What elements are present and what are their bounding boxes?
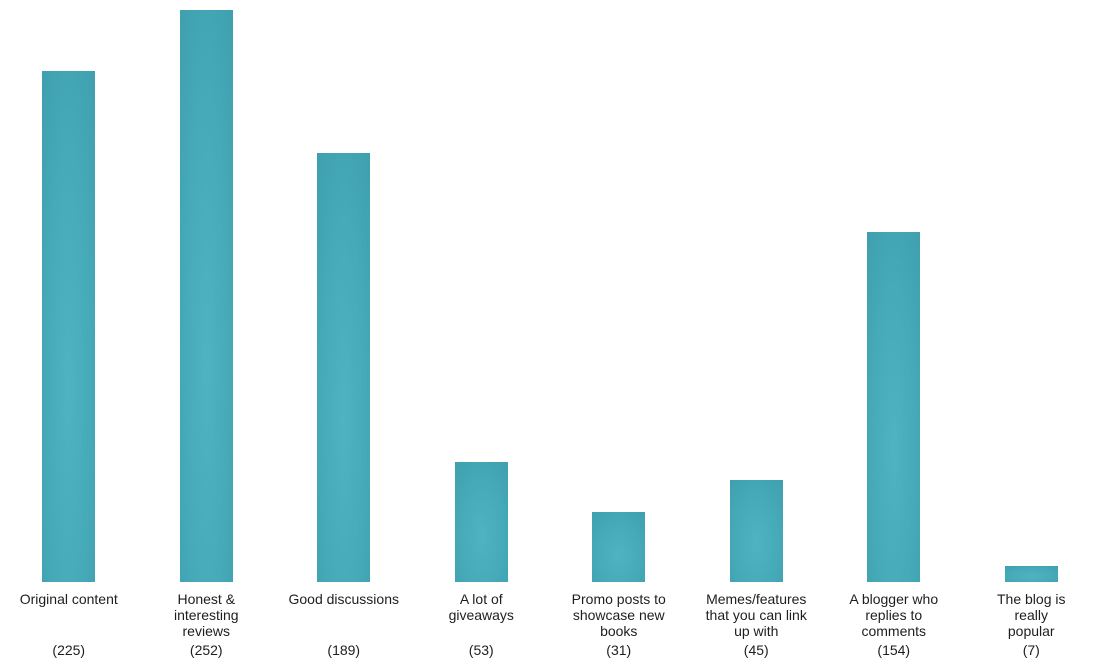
bar-zone bbox=[413, 0, 551, 582]
bar bbox=[317, 153, 371, 582]
bar-zone bbox=[550, 0, 688, 582]
bar bbox=[592, 511, 646, 582]
bar-label: Honest & interesting reviews bbox=[173, 591, 239, 639]
bar-count: (252) bbox=[189, 642, 223, 658]
bar-zone bbox=[138, 0, 276, 582]
bar-label: Memes/features that you can link up with bbox=[705, 591, 807, 639]
bar-column: Promo posts to showcase new books (31) bbox=[550, 0, 688, 670]
bar-zone bbox=[275, 0, 413, 582]
bar-label: The blog is really popular bbox=[997, 591, 1066, 639]
bar bbox=[1004, 566, 1058, 582]
bar-column: Good discussions (189) bbox=[275, 0, 413, 670]
bar bbox=[729, 479, 783, 582]
bar-zone bbox=[963, 0, 1100, 582]
bar-column: A blogger who replies to comments (154) bbox=[825, 0, 963, 670]
bar-zone bbox=[688, 0, 826, 582]
bar-count: (7) bbox=[1022, 642, 1040, 658]
bar-label: Original content bbox=[19, 591, 118, 607]
bar-count: (45) bbox=[743, 642, 769, 658]
bar-label: A lot of giveaways bbox=[448, 591, 514, 623]
bar-column: Memes/features that you can link up with… bbox=[688, 0, 826, 670]
bar-column: A lot of giveaways (53) bbox=[413, 0, 551, 670]
bar bbox=[42, 71, 96, 582]
bar-column: Original content (225) bbox=[0, 0, 138, 670]
bar-zone bbox=[825, 0, 963, 582]
bar-label: Promo posts to showcase new books bbox=[571, 591, 666, 639]
bar-count: (225) bbox=[52, 642, 86, 658]
bar-count: (154) bbox=[877, 642, 911, 658]
bar bbox=[454, 461, 508, 582]
bar-column: Honest & interesting reviews (252) bbox=[138, 0, 276, 670]
bar-count: (189) bbox=[327, 642, 361, 658]
bar-label: Good discussions bbox=[288, 591, 399, 607]
bar-label: A blogger who replies to comments bbox=[849, 591, 939, 639]
bar-column: The blog is really popular (7) bbox=[963, 0, 1100, 670]
bar-count: (31) bbox=[606, 642, 632, 658]
bar-zone bbox=[0, 0, 138, 582]
bar-count: (53) bbox=[468, 642, 494, 658]
bar bbox=[179, 10, 233, 582]
bar bbox=[867, 232, 921, 582]
